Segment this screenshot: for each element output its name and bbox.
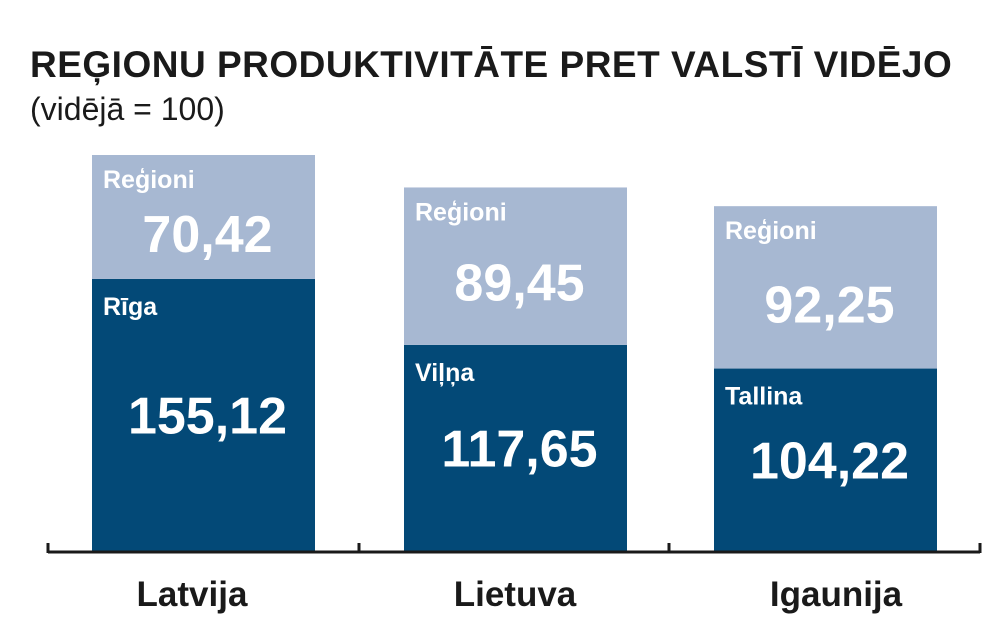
x-tick-label: Latvija (137, 575, 248, 614)
segment-label-regions: Reģioni (103, 166, 195, 194)
x-tick-label: Lietuva (454, 575, 577, 614)
data-label-regions: 89,45 (454, 255, 584, 313)
data-label-capital: 117,65 (441, 420, 597, 478)
bar-capital (92, 278, 315, 552)
data-label-capital: 104,22 (750, 432, 909, 490)
bar-regions (714, 206, 937, 369)
bar-capital (404, 344, 627, 552)
chart-subtitle: (vidējā = 100) (30, 91, 225, 127)
segment-label-capital: Tallina (725, 383, 803, 411)
chart-title: REĢIONU PRODUKTIVITĀTE PRET VALSTĪ VIDĒJ… (30, 44, 953, 85)
segment-label-capital: Viļņa (415, 359, 475, 387)
bar-regions (92, 155, 315, 279)
x-tick-label: Igaunija (770, 575, 903, 614)
data-label-regions: 70,42 (142, 206, 272, 264)
segment-label-regions: Reģioni (725, 217, 817, 245)
segment-label-regions: Reģioni (415, 198, 507, 226)
bar-regions (404, 187, 627, 345)
bar-capital (714, 368, 937, 552)
data-label-capital: 155,12 (128, 387, 287, 445)
segment-label-capital: Rīga (103, 293, 158, 321)
data-label-regions: 92,25 (764, 276, 894, 334)
